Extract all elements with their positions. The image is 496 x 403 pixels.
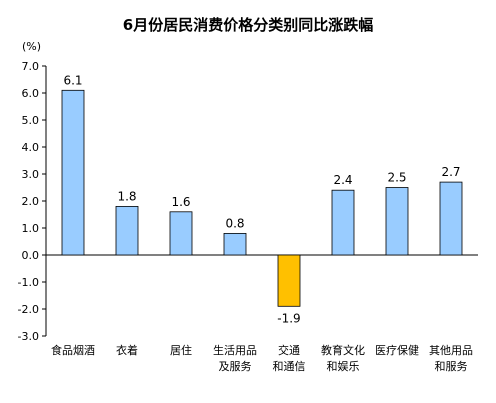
bar (331, 189, 355, 256)
y-tick-label: -2.0 (18, 303, 39, 316)
y-tick-label: 6.0 (22, 87, 40, 100)
bar (385, 187, 409, 256)
data-label: 1.6 (171, 195, 190, 209)
data-label: 2.7 (441, 165, 460, 179)
data-label: 2.5 (387, 171, 406, 185)
bar (223, 232, 247, 256)
x-category-label: 交通和通信 (273, 343, 306, 373)
bar (61, 89, 85, 256)
x-category-label-line: 食品烟酒 (51, 343, 95, 357)
x-category-label: 医疗保健 (375, 343, 419, 357)
bar (169, 211, 193, 256)
bar (439, 181, 463, 256)
y-tick-label: 0.0 (22, 249, 40, 262)
data-label: -1.9 (277, 311, 300, 325)
bar (115, 205, 139, 256)
x-category-label-line: 衣着 (116, 343, 138, 357)
data-label: 0.8 (225, 216, 244, 230)
y-tick-label: 5.0 (22, 114, 40, 127)
chart-title: 6月份居民消费价格分类别同比涨跌幅 (122, 16, 374, 34)
data-label: 1.8 (117, 189, 136, 203)
y-tick-label: 2.0 (22, 195, 40, 208)
x-category-label-line: 交通 (278, 343, 300, 357)
x-category-label-line: 和服务 (435, 360, 468, 373)
bar (277, 254, 301, 307)
x-category-label: 衣着 (116, 343, 138, 357)
y-tick-label: -3.0 (18, 330, 39, 343)
x-category-label-line: 生活用品 (213, 343, 257, 357)
x-category-label: 生活用品及服务 (213, 343, 257, 373)
y-tick-label: 7.0 (22, 60, 40, 73)
y-tick-label: 4.0 (22, 141, 40, 154)
data-label: 6.1 (63, 73, 82, 87)
x-category-label-line: 居住 (170, 343, 192, 357)
y-tick-label: -1.0 (18, 276, 39, 289)
data-label: 2.4 (333, 173, 352, 187)
y-tick-label: 1.0 (22, 222, 40, 235)
x-category-label-line: 教育文化 (321, 343, 365, 357)
x-category-label: 居住 (170, 343, 192, 357)
x-category-label-line: 和娱乐 (327, 359, 360, 373)
x-category-label-line: 医疗保健 (375, 343, 419, 357)
x-category-label: 食品烟酒 (51, 343, 95, 357)
x-category-label-line: 及服务 (219, 360, 252, 373)
y-tick-label: 3.0 (22, 168, 40, 181)
y-axis-unit-label: (%) (22, 40, 42, 53)
x-category-label-line: 和通信 (273, 360, 306, 373)
x-category-label: 教育文化和娱乐 (321, 343, 365, 373)
x-category-label-line: 其他用品 (429, 344, 473, 357)
x-category-label: 其他用品和服务 (429, 344, 473, 373)
